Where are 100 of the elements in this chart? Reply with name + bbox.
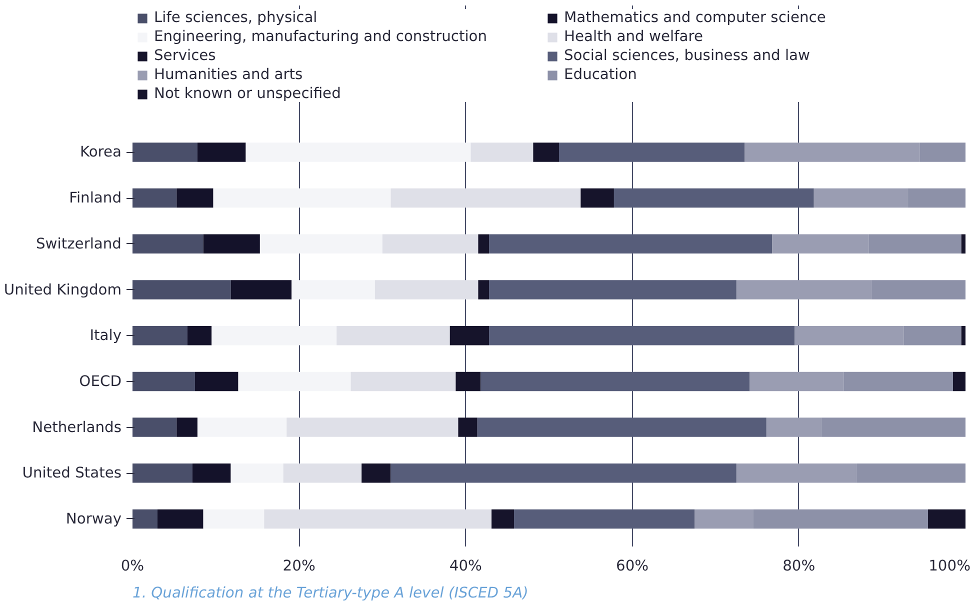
x-tick-label: 100% — [928, 558, 971, 574]
bar — [694, 509, 754, 529]
x-tick-label: 40% — [449, 558, 482, 574]
bar — [212, 326, 337, 346]
bar — [450, 326, 490, 346]
bar — [230, 464, 284, 483]
bar — [350, 372, 456, 392]
bar — [814, 188, 908, 208]
bar — [614, 188, 814, 208]
x-tick-label: 80% — [782, 558, 816, 574]
bar — [238, 372, 351, 392]
legend-label: Life sciences, physical — [154, 9, 318, 26]
bar — [458, 418, 478, 437]
bar — [489, 280, 736, 300]
bar — [478, 280, 490, 300]
y-tick-label: United Kingdom — [4, 281, 122, 298]
bar — [197, 418, 287, 437]
bar — [132, 142, 198, 162]
legend-label: Education — [564, 66, 638, 83]
bar — [286, 418, 458, 437]
bar — [132, 280, 231, 300]
bar — [744, 142, 920, 162]
y-tick-label: Italy — [90, 327, 122, 344]
bar — [868, 234, 962, 254]
y-tick-label: Netherlands — [32, 418, 122, 436]
bar — [132, 418, 177, 437]
bar — [736, 464, 856, 483]
bar — [176, 188, 214, 208]
bar — [766, 418, 822, 437]
bar — [187, 326, 212, 346]
bar — [478, 234, 490, 254]
bar — [132, 509, 158, 529]
legend-label: Social sciences, business and law — [564, 47, 812, 64]
bar — [477, 418, 766, 437]
bar — [470, 142, 534, 162]
bar — [132, 372, 195, 392]
bar — [203, 234, 260, 254]
x-tick-label: 60% — [616, 558, 649, 574]
bar — [292, 280, 375, 300]
bar — [772, 234, 869, 254]
bar — [871, 280, 966, 300]
legend-label: Health and welfare — [564, 28, 704, 45]
bar — [844, 372, 954, 392]
bar — [382, 234, 478, 254]
bar — [264, 509, 492, 529]
bar — [390, 188, 581, 208]
bar — [194, 372, 238, 392]
bar — [904, 326, 962, 346]
bar — [230, 280, 292, 300]
bar — [856, 464, 966, 483]
bar — [362, 464, 391, 483]
bar — [753, 509, 928, 529]
bar — [492, 509, 514, 529]
y-tick-label: Norway — [66, 510, 122, 528]
bar — [132, 464, 192, 483]
bar — [961, 326, 966, 346]
bar — [558, 142, 745, 162]
y-tick-label: United States — [22, 464, 122, 482]
bar — [283, 464, 362, 483]
bar — [953, 372, 966, 392]
y-tick-label: Finland — [69, 190, 122, 207]
legend-label: Services — [154, 47, 217, 64]
bar — [480, 372, 750, 392]
bar — [736, 280, 872, 300]
bar — [132, 188, 177, 208]
bar — [514, 509, 695, 529]
legend-label: Humanities and arts — [154, 66, 304, 83]
bar — [580, 188, 614, 208]
bar — [920, 142, 966, 162]
y-tick-label: Switzerland — [36, 235, 122, 252]
bar — [157, 509, 204, 529]
legend-label: Mathematics and computer science — [564, 9, 827, 26]
bar — [260, 234, 382, 254]
x-tick-label: 20% — [282, 558, 316, 574]
bar — [794, 326, 904, 346]
legend-label: Engineering, manufacturing and construction — [154, 28, 488, 45]
bar — [132, 326, 188, 346]
bar — [533, 142, 559, 162]
bar — [374, 280, 478, 300]
bar — [213, 188, 391, 208]
bar — [390, 464, 736, 483]
bar — [456, 372, 481, 392]
bar — [132, 234, 204, 254]
x-tick-label: 0% — [120, 558, 144, 574]
y-tick-label: OECD — [79, 372, 122, 390]
bar — [203, 509, 264, 529]
legend-label: Not known or unspecified — [154, 85, 342, 102]
bar — [928, 509, 966, 529]
bar — [246, 142, 471, 162]
bar — [821, 418, 966, 437]
bar — [489, 234, 772, 254]
bar — [192, 464, 231, 483]
bar — [489, 326, 795, 346]
bar — [336, 326, 450, 346]
bar — [961, 234, 966, 254]
bar — [750, 372, 844, 392]
text: 1. Qualification at the Tertiary-type A level (ISCED 5A) — [132, 584, 528, 602]
bar — [908, 188, 966, 208]
bar — [197, 142, 246, 162]
y-tick-label: Korea — [80, 144, 122, 161]
